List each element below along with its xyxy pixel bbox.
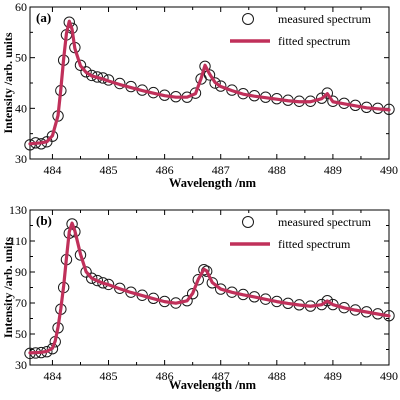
panel-b-ytick-label: 90: [15, 265, 27, 279]
panel-b-xtick-label: 490: [380, 369, 398, 383]
panel-b-xtick-label: 488: [268, 369, 286, 383]
panel-b-ytick-label: 110: [9, 234, 27, 248]
panel-a-xtick-label: 484: [43, 163, 61, 177]
panel-b-ytick-label: 130: [9, 203, 27, 217]
panel-b-measured-point: [66, 218, 78, 230]
panel-a-xtick-label: 485: [100, 163, 118, 177]
panel-b-fitted-line: [28, 221, 391, 355]
panel-b-measured-point: [91, 274, 104, 287]
panel-a-measured-point: [215, 80, 227, 92]
panel-a-measured-point: [189, 87, 202, 99]
panel-b-measured-point: [86, 272, 98, 284]
panel-b-measured-point: [186, 288, 199, 300]
panel-a-xtick-label: 489: [324, 163, 342, 177]
panel-b-measured-point: [321, 294, 333, 307]
panel-a-ytick-label: 40: [15, 101, 27, 115]
panel-b-ytick-label: 50: [15, 327, 27, 341]
panel-b-xlabel: Wavelength /nm: [169, 378, 257, 392]
panel-b-label: (b): [36, 213, 52, 228]
panel-a-label: (a): [36, 10, 51, 25]
panel-b-xtick-label: 486: [156, 369, 174, 383]
panel-a-measured-point: [321, 87, 333, 99]
panel-a-xtick-label: 486: [156, 163, 174, 177]
panel-a-xtick-label: 487: [212, 163, 230, 177]
panel-a-legend-fitted-label: fitted spectrum: [278, 34, 351, 48]
panel-b-xtick-label: 484: [43, 369, 61, 383]
panel-a: 484 485 486 487 488 489 490 30 40 50 60 Wavelength …: [1, 0, 398, 190]
panel-a-legend-measured-label: measured spectrum: [278, 12, 372, 26]
panel-b-legend-fitted-label: fitted spectrum: [278, 237, 351, 251]
panel-a-xlabel: Wavelength /nm: [169, 176, 257, 190]
panel-b-ytick-label: 70: [15, 296, 27, 310]
panel-a-legend-measured-marker: [242, 13, 254, 25]
panel-b-ytick-label: 30: [15, 358, 27, 372]
panel-b: 484 485 486 487 488 489 490 30 50 70 90 110 130 Wavel…: [1, 203, 398, 392]
panel-a-ytick-label: 50: [15, 51, 27, 65]
panel-a-measured-point: [74, 59, 87, 71]
panel-a-measured-point: [203, 69, 216, 81]
panel-b-xtick-label: 487: [212, 369, 230, 383]
panel-a-measured-point: [86, 69, 98, 82]
panel-a-measured-point: [209, 77, 221, 89]
panel-a-xtick-label: 490: [380, 163, 398, 177]
panel-b-measured-point: [46, 343, 59, 355]
panel-b-measured-point: [97, 277, 109, 289]
panel-b-xtick-label: 489: [324, 369, 342, 383]
panel-b-measured-point: [206, 277, 219, 289]
panel-a-ytick-label: 60: [15, 0, 27, 14]
panel-b-ylabel: Intensity /arb. units: [1, 237, 15, 338]
panel-b-xtick-label: 485: [100, 369, 118, 383]
panel-a-xtick-label: 488: [268, 163, 286, 177]
panel-b-legend-measured-label: measured spectrum: [278, 215, 372, 229]
panel-b-measured-point: [192, 274, 204, 286]
panel-a-fitted-line: [28, 19, 391, 146]
panel-b-legend-measured-marker: [242, 216, 254, 228]
panel-a-ytick-label: 30: [15, 152, 27, 166]
panel-a-measured-point: [80, 66, 92, 78]
panel-a-ylabel: Intensity /arb. units: [1, 32, 15, 133]
panel-b-measured-point: [198, 263, 210, 276]
